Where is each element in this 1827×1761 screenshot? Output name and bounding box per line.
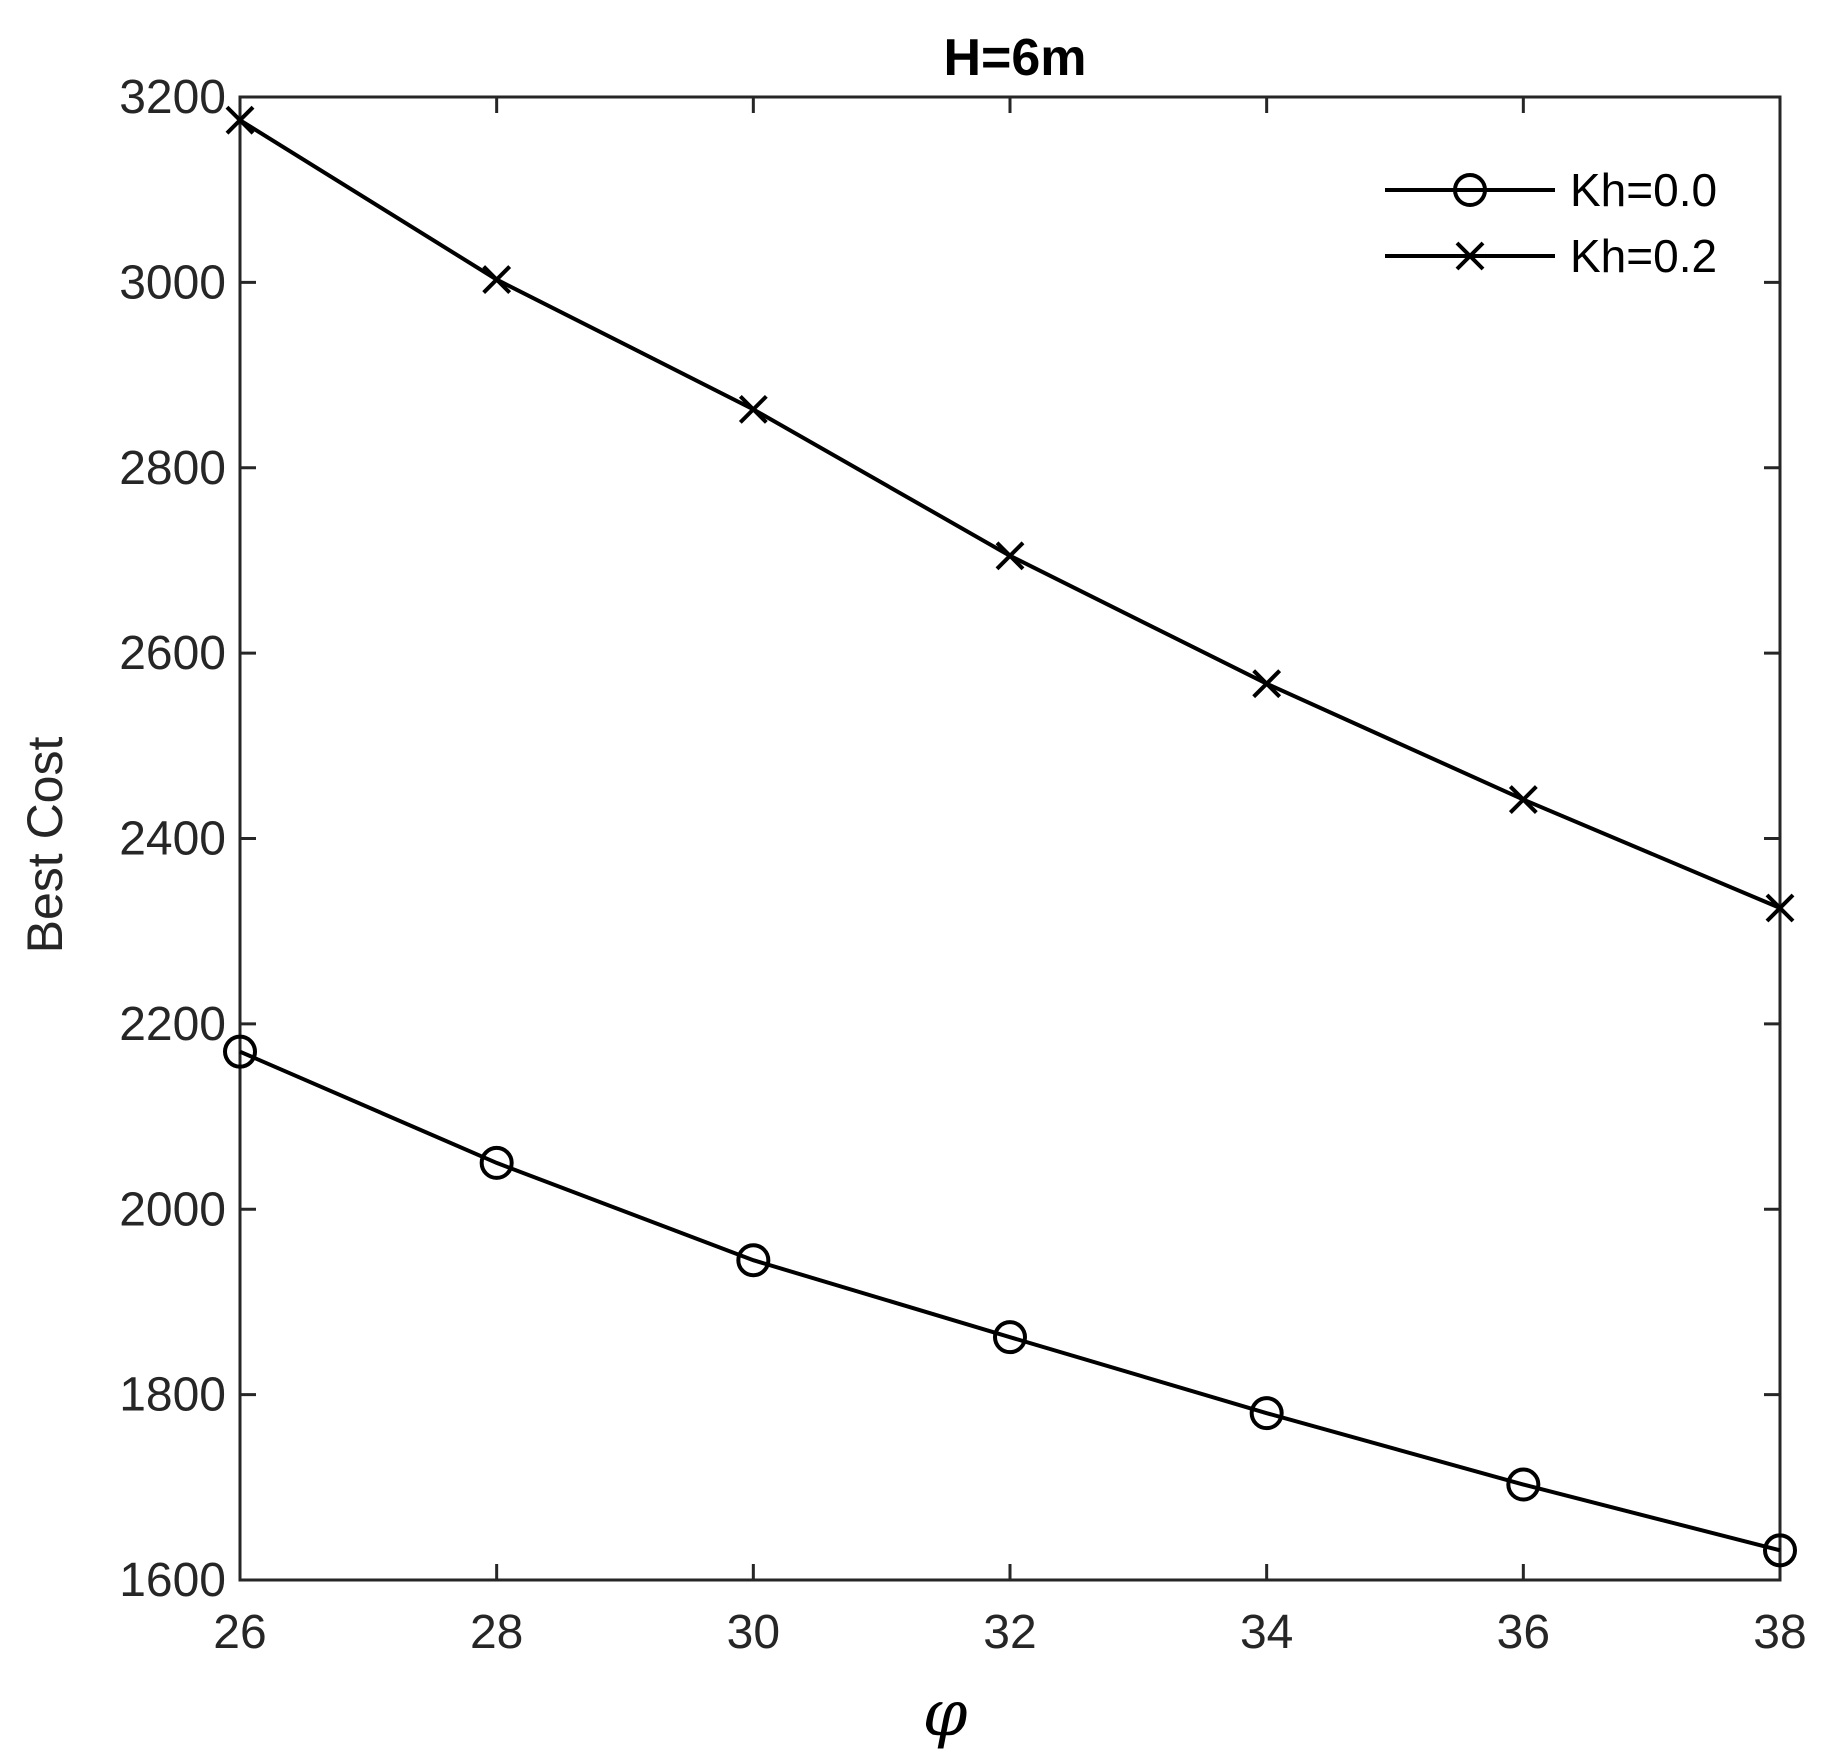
y-tick-label: 2000: [119, 1183, 226, 1236]
legend-label: Kh=0.2: [1570, 230, 1717, 282]
y-tick-label: 1600: [119, 1554, 226, 1607]
x-tick-label: 30: [727, 1606, 780, 1659]
x-tick-label: 34: [1240, 1606, 1293, 1659]
y-tick-label: 1800: [119, 1369, 226, 1422]
data-point: [482, 265, 512, 295]
data-point: [995, 541, 1025, 571]
x-tick-label: 26: [213, 1606, 266, 1659]
data-point: [1765, 893, 1795, 923]
legend-marker: [1455, 241, 1485, 271]
data-point: [1249, 1396, 1284, 1431]
y-tick-label: 2200: [119, 998, 226, 1051]
x-tick-label: 36: [1497, 1606, 1550, 1659]
data-point: [1506, 1467, 1541, 1502]
y-tick-label: 2600: [119, 627, 226, 680]
y-tick-label: 2400: [119, 813, 226, 866]
data-point: [479, 1145, 514, 1180]
chart-title: H=6m: [943, 29, 1086, 87]
legend-label: Kh=0.0: [1570, 164, 1717, 216]
data-point: [1763, 1533, 1797, 1568]
x-tick-label: 38: [1753, 1606, 1806, 1659]
data-point: [738, 394, 768, 424]
legend: Kh=0.0 Kh=0.2: [1385, 164, 1717, 282]
data-point: [736, 1243, 771, 1278]
x-axis-label: φ: [923, 1677, 968, 1751]
x-tick-label: 28: [470, 1606, 523, 1659]
series-line: [238, 118, 1781, 910]
data-point: [1252, 669, 1282, 699]
series-line: [239, 1049, 1781, 1553]
y-tick-label: 3200: [119, 71, 226, 124]
y-tick-label: 2800: [119, 442, 226, 495]
plot-area: 26 28 30 32 34 36 38 1600 1800 2000 2200 2400 2600 28…: [119, 71, 1806, 1659]
legend-marker: [1453, 173, 1487, 207]
y-tick-label: 3000: [119, 256, 226, 309]
data-point: [223, 1034, 257, 1069]
y-axis-label: Best Cost: [17, 737, 73, 954]
data-point: [1508, 785, 1538, 814]
x-tick-label: 32: [983, 1606, 1036, 1659]
axes-box: [238, 95, 1782, 1582]
data-point: [993, 1320, 1027, 1355]
data-point: [225, 105, 255, 135]
